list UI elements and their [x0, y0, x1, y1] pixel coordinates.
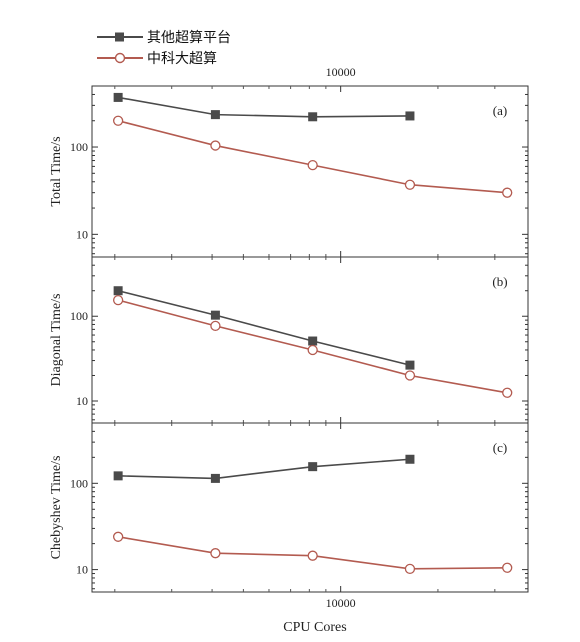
- data-point: [307, 550, 318, 561]
- series-ustc: [112, 294, 513, 398]
- legend-entry: 其他超算平台: [97, 30, 231, 46]
- y-tick-label: 10: [76, 563, 88, 577]
- y-axis-title: Total Time/s: [49, 136, 64, 206]
- panel-tag: (c): [493, 440, 507, 455]
- data-point: [308, 336, 318, 346]
- panel-c: 10 100 (c) Chebyshev Time/s: [49, 422, 529, 593]
- series-line: [118, 458, 411, 480]
- data-point: [502, 387, 513, 398]
- data-point: [113, 286, 123, 296]
- series-other-platforms: [113, 92, 415, 122]
- y-tick-label: 100: [70, 476, 88, 490]
- data-point: [405, 454, 415, 464]
- panel-frame: [91, 422, 529, 593]
- data-point: [113, 471, 123, 481]
- series-line: [117, 96, 410, 118]
- data-point: [210, 140, 221, 151]
- data-point: [210, 473, 220, 483]
- y-tick-label: 10: [76, 394, 88, 408]
- data-point: [112, 294, 124, 306]
- panel-b: 10 100 (b) Diagonal Time/s: [49, 256, 529, 424]
- data-point: [113, 92, 123, 102]
- series-line: [117, 289, 411, 366]
- x-tick-label: 10000: [326, 596, 356, 610]
- legend-label: 中科大超算: [147, 51, 217, 67]
- series-ustc: [112, 531, 513, 575]
- data-point: [112, 531, 124, 542]
- y-axis-title: Diagonal Time/s: [49, 294, 64, 387]
- data-point: [502, 562, 513, 573]
- top-x-tick-label: 10000: [326, 65, 356, 79]
- legend-square-marker: [115, 32, 124, 42]
- panel-tag: (a): [493, 103, 507, 118]
- series-ustc: [112, 115, 513, 198]
- data-point: [404, 563, 416, 575]
- data-point: [308, 112, 318, 122]
- series-other-platforms: [113, 286, 415, 370]
- data-point: [404, 370, 416, 381]
- chart-panels: 10 100 (a) Total Time/s 10 100 (b) Diagonal Tim…: [49, 85, 529, 593]
- legend-circle-marker: [114, 52, 126, 64]
- y-tick-label: 100: [70, 140, 88, 154]
- data-point: [210, 110, 220, 120]
- data-point: [307, 344, 318, 356]
- legend-label: 其他超算平台: [147, 30, 231, 46]
- data-point: [112, 115, 124, 126]
- panel-a: 10 100 (a) Total Time/s: [49, 85, 529, 258]
- y-axis-title: Chebyshev Time/s: [49, 456, 64, 560]
- data-point: [404, 179, 416, 190]
- panel-frame: [91, 85, 529, 258]
- data-point: [308, 462, 318, 472]
- data-point: [307, 160, 318, 171]
- x-axis-title: CPU Cores: [283, 620, 346, 635]
- data-point: [405, 111, 415, 121]
- y-tick-label: 100: [70, 309, 88, 323]
- data-point: [502, 187, 513, 198]
- data-point: [210, 310, 220, 320]
- series-line: [117, 119, 508, 194]
- series-other-platforms: [113, 454, 415, 483]
- data-point: [210, 548, 221, 559]
- data-point: [210, 320, 221, 332]
- y-tick-label: 10: [76, 227, 88, 241]
- panel-tag: (b): [492, 274, 507, 289]
- data-point: [405, 360, 415, 370]
- legend-entry: 中科大超算: [97, 51, 217, 67]
